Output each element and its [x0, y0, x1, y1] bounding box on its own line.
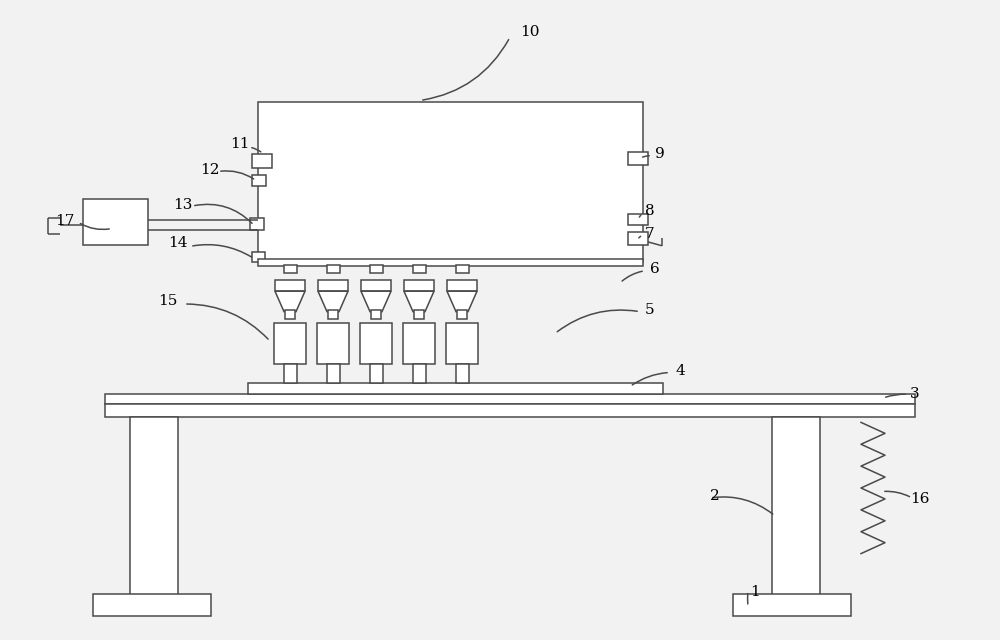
Text: 16: 16 [910, 492, 930, 506]
Polygon shape [318, 291, 348, 312]
Text: 6: 6 [650, 262, 660, 276]
Text: 10: 10 [520, 25, 540, 39]
Text: 7: 7 [645, 227, 655, 241]
Text: 15: 15 [158, 294, 178, 308]
Polygon shape [361, 291, 391, 312]
Bar [456, 364, 468, 383]
Bar [446, 323, 478, 364]
Bar [414, 310, 424, 319]
Bar [258, 102, 643, 262]
Bar [252, 175, 266, 186]
Text: 5: 5 [645, 303, 655, 317]
Bar [248, 383, 663, 394]
Bar [275, 280, 305, 291]
Bar [93, 594, 211, 616]
Text: 9: 9 [655, 147, 665, 161]
Bar [457, 310, 467, 319]
Bar [285, 310, 295, 319]
Text: 8: 8 [645, 204, 655, 218]
Bar [274, 323, 306, 364]
Bar [252, 154, 272, 168]
Polygon shape [447, 291, 477, 312]
Bar [456, 265, 468, 273]
Polygon shape [404, 291, 434, 312]
Bar [772, 417, 820, 600]
Bar [404, 280, 434, 291]
Bar [284, 364, 296, 383]
Bar [413, 265, 426, 273]
Bar [317, 323, 349, 364]
Polygon shape [275, 291, 305, 312]
Text: 2: 2 [710, 489, 720, 503]
Text: 4: 4 [675, 364, 685, 378]
Text: 1: 1 [750, 585, 760, 599]
Text: 17: 17 [55, 214, 75, 228]
Bar [447, 280, 477, 291]
Bar [628, 152, 648, 165]
Bar [628, 232, 648, 245]
Bar [252, 252, 265, 262]
Bar [83, 199, 148, 245]
Bar [258, 259, 643, 266]
Text: 3: 3 [910, 387, 920, 401]
Text: 13: 13 [173, 198, 193, 212]
Bar [130, 417, 178, 600]
Bar [318, 280, 348, 291]
Text: 11: 11 [230, 137, 250, 151]
Bar [370, 265, 382, 273]
Bar [413, 364, 426, 383]
Bar [403, 323, 435, 364]
Bar [105, 394, 915, 404]
Bar [105, 404, 915, 417]
Text: 14: 14 [168, 236, 188, 250]
Bar [250, 218, 264, 230]
Bar [360, 323, 392, 364]
Bar [628, 214, 648, 225]
Bar [328, 310, 338, 319]
Text: 12: 12 [200, 163, 220, 177]
Bar [371, 310, 381, 319]
Bar [326, 364, 340, 383]
Bar [326, 265, 340, 273]
Bar [733, 594, 851, 616]
Bar [370, 364, 382, 383]
Bar [361, 280, 391, 291]
Bar [284, 265, 296, 273]
